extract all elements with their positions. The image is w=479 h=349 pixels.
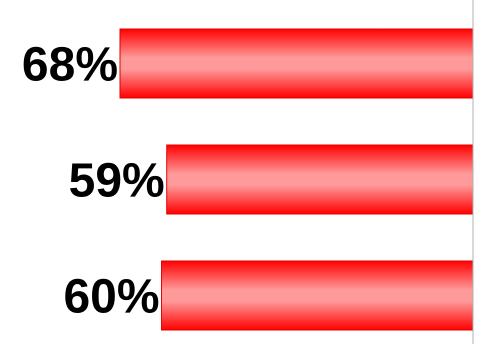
bar-3: [161, 260, 474, 331]
data-label-1: 68%: [22, 39, 118, 92]
data-label-3: 60%: [63, 271, 159, 324]
data-label-2: 59%: [69, 155, 165, 208]
data-labels: 68% 59% 60%: [22, 39, 165, 324]
bar-1: [119, 28, 474, 99]
bars: [119, 28, 474, 331]
bar-2: [166, 144, 474, 215]
